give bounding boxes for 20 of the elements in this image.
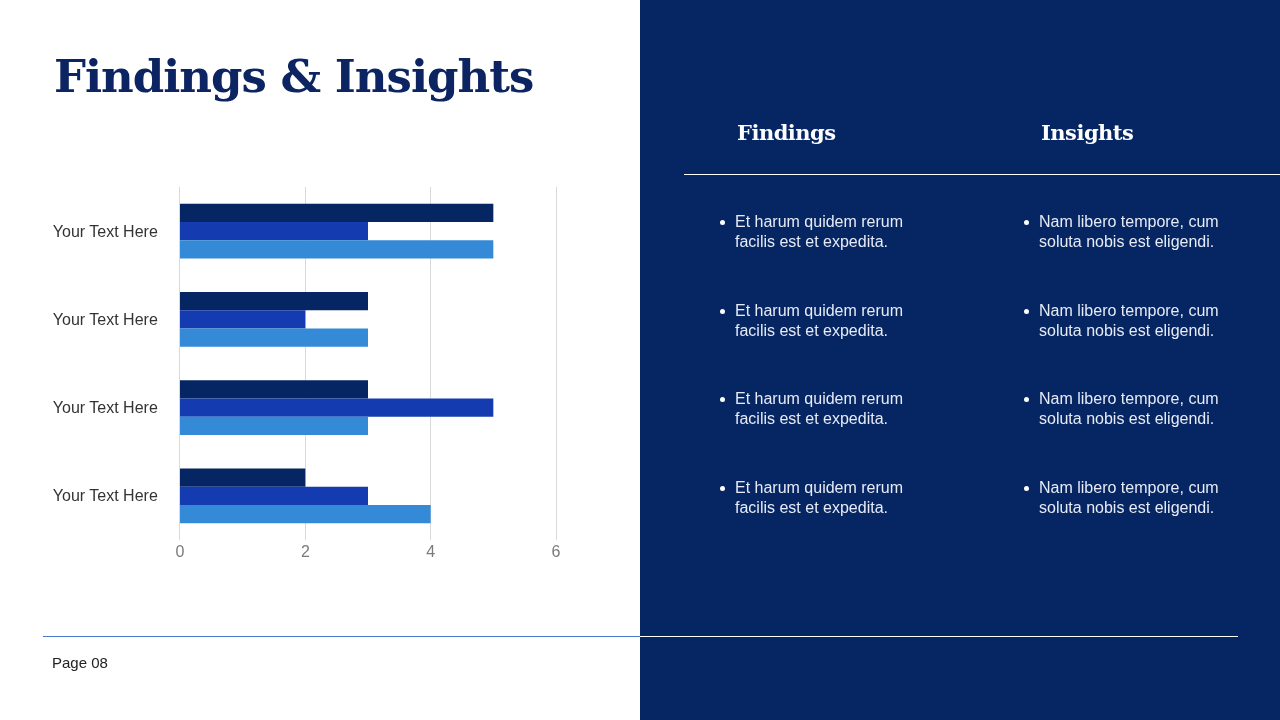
y-tick-label: Your Text Here bbox=[52, 310, 158, 328]
text: Nam libero tempore, cum soluta nobis est eligendi. bbox=[1039, 212, 1220, 252]
text: Nam libero tempore, cum soluta nobis est eligendi. bbox=[1039, 389, 1220, 429]
x-tick-label: 4 bbox=[426, 543, 436, 560]
text: Et harum quidem rerum facilis est et expedita. bbox=[735, 212, 905, 252]
y-tick-label: Your Text Here bbox=[52, 222, 158, 240]
x-tick-label: 6 bbox=[551, 543, 561, 560]
text: Et harum quidem rerum facilis est et expedita. bbox=[735, 477, 905, 518]
x-tick-label: 0 bbox=[175, 543, 185, 560]
y-tick-label: Your Text Here bbox=[52, 487, 158, 505]
y-tick-label: Your Text Here bbox=[52, 399, 158, 417]
text: Insights bbox=[1041, 120, 1134, 145]
text: Page 08 bbox=[52, 654, 108, 671]
text: Findings bbox=[737, 120, 836, 145]
x-tick-label: 2 bbox=[300, 543, 310, 560]
text: Et harum quidem rerum facilis est et expedita. bbox=[735, 300, 905, 341]
text: Nam libero tempore, cum soluta nobis est eligendi. bbox=[1039, 300, 1220, 341]
chart-title: Findings & Insights bbox=[54, 50, 534, 103]
text: Nam libero tempore, cum soluta nobis est eligendi. bbox=[1039, 477, 1220, 518]
text: Et harum quidem rerum facilis est et expedita. bbox=[735, 389, 905, 429]
